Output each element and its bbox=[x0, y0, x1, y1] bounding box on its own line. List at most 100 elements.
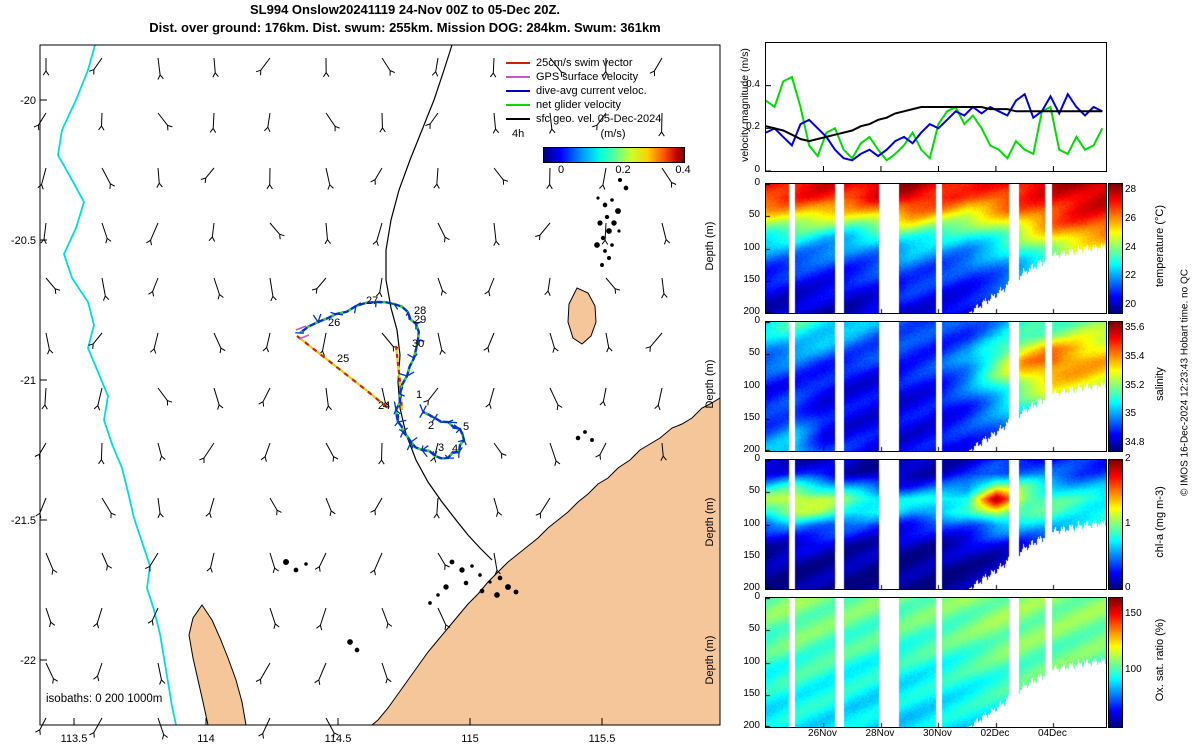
tick-label: 0 bbox=[754, 453, 760, 464]
tick-label: 28 bbox=[1125, 184, 1137, 196]
tick-label: 24 bbox=[1125, 241, 1137, 253]
track-day-label: 29 bbox=[414, 314, 426, 326]
tick-label: 50 bbox=[748, 485, 760, 497]
chl-colorbar bbox=[1108, 459, 1123, 590]
tick-label: 35.4 bbox=[1125, 350, 1145, 362]
tick-label: 0 bbox=[754, 164, 760, 175]
tick-label: 35.2 bbox=[1125, 379, 1145, 391]
gps-velocity-sample bbox=[506, 76, 530, 78]
salinity-colorbar-title: salinity bbox=[1154, 367, 1166, 401]
swim-vector-sample bbox=[506, 62, 530, 64]
tick-label: 1 bbox=[1125, 517, 1131, 529]
tick-label: 100 bbox=[743, 379, 760, 391]
imos-credit: © IMOS 16-Dec-2024 12:23:43 Hobart time.… bbox=[1179, 269, 1191, 496]
chl-panel bbox=[765, 459, 1107, 590]
map-colorbar-tick: 0.2 bbox=[615, 164, 631, 176]
velocity-panel bbox=[765, 42, 1107, 172]
map-xtick: 113.5 bbox=[61, 733, 88, 745]
chl-depth-label: Depth (m) bbox=[704, 497, 716, 547]
map-ytick: -20 bbox=[20, 95, 36, 107]
map-xtick: 114.5 bbox=[325, 733, 352, 745]
map-ytick: -20.5 bbox=[11, 235, 36, 247]
tick-label: 150 bbox=[743, 273, 760, 285]
tick-label: 200 bbox=[743, 582, 760, 593]
legend-label: 25cm/s swim vector bbox=[536, 57, 633, 69]
tick-label: 0.4 bbox=[746, 78, 760, 90]
geo-velocity-sample bbox=[506, 118, 530, 120]
geostrophic-vector-field bbox=[33, 57, 677, 740]
chl-colorbar-title: chl-a (mg m-3) bbox=[1154, 486, 1166, 558]
tick-label: 200 bbox=[743, 444, 760, 455]
map-colorbar bbox=[543, 147, 685, 163]
tick-label: 150 bbox=[743, 687, 760, 699]
track-day-label: 1 bbox=[416, 389, 422, 401]
legend-item: 25cm/s swim vector bbox=[506, 56, 661, 70]
tick-label: 34.8 bbox=[1125, 436, 1145, 448]
tick-label: 30Nov bbox=[922, 728, 952, 739]
oxygen-colorbar-title: Ox. sat. ratio (%) bbox=[1154, 618, 1166, 702]
map-colorbar-tick: 0.4 bbox=[675, 164, 691, 176]
temperature-colorbar-title: temperature (°C) bbox=[1154, 204, 1166, 288]
tick-label: 0 bbox=[754, 591, 760, 602]
map-ticks bbox=[40, 99, 603, 725]
track-day-label: 28 bbox=[414, 305, 426, 317]
tick-label: 02Dec bbox=[980, 728, 1010, 739]
velocity-ylabel: velocity magnitude (m/s) bbox=[739, 48, 751, 162]
tick-label: 35.6 bbox=[1125, 322, 1145, 334]
map-xtick: 114 bbox=[197, 733, 215, 745]
temperature-colorbar bbox=[1108, 183, 1123, 314]
tick-label: 2 bbox=[1125, 453, 1131, 464]
figure-subtitle: Dist. over ground: 176km. Dist. swum: 25… bbox=[149, 20, 661, 35]
legend-label: dive-avg current veloc. bbox=[536, 85, 647, 97]
tick-label: 100 bbox=[1125, 663, 1142, 675]
tick-label: 100 bbox=[743, 241, 760, 253]
tick-label: 0 bbox=[754, 177, 760, 188]
salinity-colorbar bbox=[1108, 321, 1123, 452]
oxygen-colorbar bbox=[1108, 597, 1123, 728]
tick-label: 22 bbox=[1125, 270, 1137, 282]
tick-label: 0.2 bbox=[746, 121, 760, 133]
tick-label: 35 bbox=[1125, 408, 1137, 420]
dive-avg-sample bbox=[506, 90, 530, 92]
track-day-label: 26 bbox=[328, 317, 340, 329]
oxygen-panel bbox=[765, 597, 1107, 728]
isobath-note: isobaths: 0 200 1000m bbox=[46, 693, 163, 705]
figure-title: SL994 Onslow20241119 24-Nov 00Z to 05-De… bbox=[250, 2, 560, 17]
tick-label: 200 bbox=[743, 306, 760, 317]
track-day-label: 4 bbox=[452, 443, 458, 455]
map-ytick: -21 bbox=[20, 375, 36, 387]
legend-item: sfc geo. vel. 05-Dec-2024 bbox=[506, 112, 661, 126]
map-colorbar-tick: 0 bbox=[557, 164, 565, 176]
temperature-panel bbox=[765, 183, 1107, 314]
tick-label: 150 bbox=[743, 549, 760, 561]
map-ytick: -22 bbox=[20, 655, 36, 667]
tick-label: 100 bbox=[743, 517, 760, 529]
legend-item: GPS surface velocity bbox=[506, 70, 661, 84]
tick-label: 04Dec bbox=[1037, 728, 1067, 739]
legend-label: GPS surface velocity bbox=[536, 71, 639, 83]
map-xtick: 115.5 bbox=[589, 733, 616, 745]
legend-item: dive-avg current veloc. bbox=[506, 84, 661, 98]
map-legend: 25cm/s swim vector GPS surface velocity … bbox=[506, 56, 661, 126]
tick-label: 0 bbox=[754, 315, 760, 326]
tick-label: 50 bbox=[748, 347, 760, 359]
track-day-label: 27 bbox=[366, 295, 378, 307]
track-day-label: 30 bbox=[412, 338, 424, 350]
tick-label: 26 bbox=[1125, 212, 1137, 224]
net-velocity-sample bbox=[506, 104, 530, 106]
tick-label: 20 bbox=[1125, 298, 1137, 310]
track-day-label: 25 bbox=[337, 353, 349, 365]
map-colorbar-title: (m/s) bbox=[600, 128, 626, 140]
track-day-label: 5 bbox=[463, 421, 469, 433]
tick-label: 200 bbox=[743, 720, 760, 731]
map-xtick: 115 bbox=[461, 733, 479, 745]
salinity-depth-label: Depth (m) bbox=[704, 359, 716, 409]
temperature-depth-label: Depth (m) bbox=[704, 221, 716, 271]
tick-label: 50 bbox=[748, 209, 760, 221]
map-frame bbox=[39, 44, 721, 726]
map-ytick: -21.5 bbox=[11, 515, 36, 527]
velocity-plot bbox=[765, 75, 1104, 172]
island-specks bbox=[283, 177, 629, 653]
